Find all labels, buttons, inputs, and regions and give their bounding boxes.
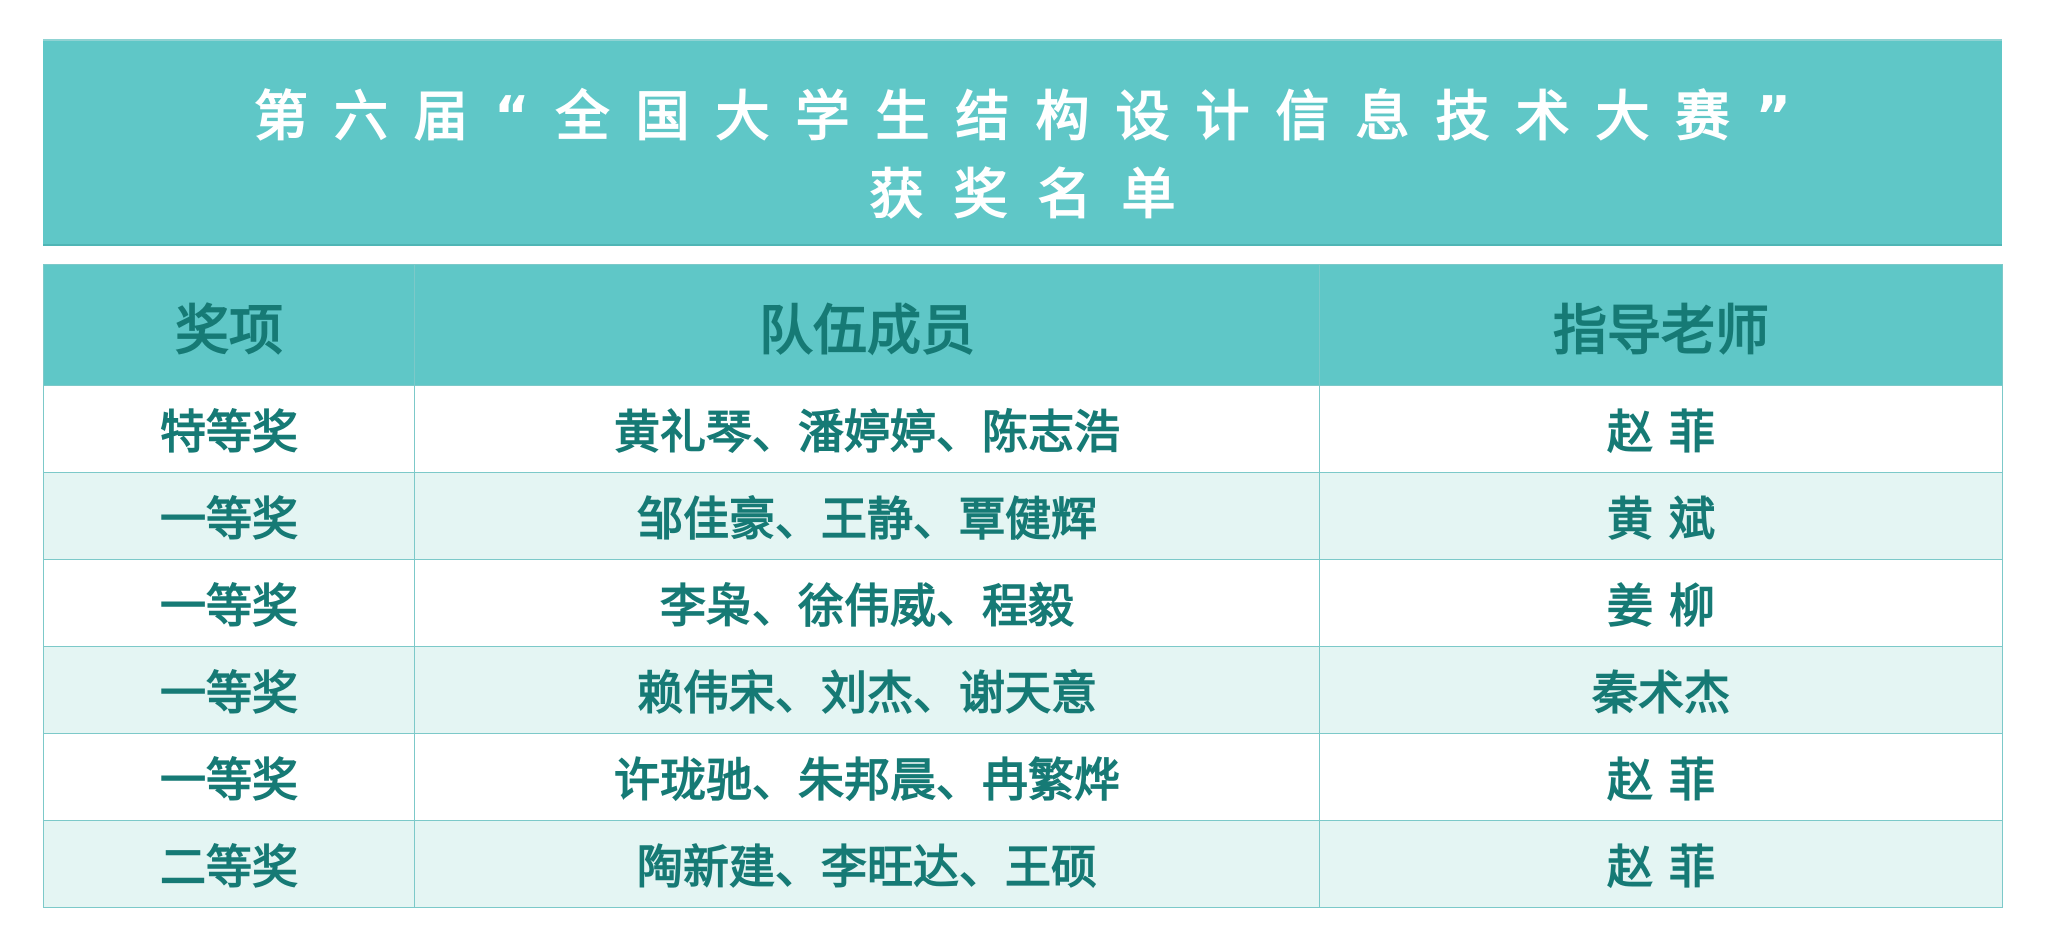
cell-award: 一等奖 [43, 733, 415, 821]
title-line-1: 第六届“全国大学生结构设计信息技术大赛” [254, 85, 1817, 148]
cell-advisor: 赵 菲 [1319, 820, 2003, 908]
cell-advisor: 姜 柳 [1319, 559, 2003, 647]
title-line-2: 获奖名单 [869, 163, 1206, 226]
cell-members: 李枭、徐伟威、程毅 [414, 559, 1320, 647]
cell-award: 一等奖 [43, 559, 415, 647]
cell-advisor: 秦术杰 [1319, 646, 2003, 734]
table-row: 一等奖 许珑驰、朱邦晨、冉繁烨赵 菲 [43, 733, 2003, 821]
table-row: 特等奖 黄礼琴、潘婷婷、陈志浩赵 菲 [43, 385, 2003, 473]
table-row: 一等奖 李枭、徐伟威、程毅姜 柳 [43, 559, 2003, 647]
table-row: 一等奖 邹佳豪、王静、覃健辉黄 斌 [43, 472, 2003, 560]
cell-award: 特等奖 [43, 385, 415, 473]
title-banner: 第六届“全国大学生结构设计信息技术大赛” 获奖名单 [43, 39, 2002, 246]
cell-award: 一等奖 [43, 472, 415, 560]
cell-members: 赖伟宋、刘杰、谢天意 [414, 646, 1320, 734]
table-row: 一等奖 赖伟宋、刘杰、谢天意 秦术杰 [43, 646, 2003, 734]
header-members: 队伍成员 [414, 264, 1320, 386]
cell-award: 一等奖 [43, 646, 415, 734]
header-advisor: 指导老师 [1319, 264, 2003, 386]
cell-members: 黄礼琴、潘婷婷、陈志浩 [414, 385, 1320, 473]
table-row: 二等奖 陶新建、李旺达、王硕赵 菲 [43, 820, 2003, 908]
cell-advisor: 赵 菲 [1319, 733, 2003, 821]
cell-members: 陶新建、李旺达、王硕 [414, 820, 1320, 908]
header-award: 奖项 [43, 264, 415, 386]
table-header-row: 奖项 队伍成员 指导老师 [43, 264, 2003, 386]
cell-members: 邹佳豪、王静、覃健辉 [414, 472, 1320, 560]
awards-table: 奖项 队伍成员 指导老师 特等奖 黄礼琴、潘婷婷、陈志浩赵 菲一等奖 邹佳豪、王静、… [43, 264, 2003, 908]
cell-award: 二等奖 [43, 820, 415, 908]
cell-members: 许珑驰、朱邦晨、冉繁烨 [414, 733, 1320, 821]
cell-advisor: 赵 菲 [1319, 385, 2003, 473]
cell-advisor: 黄 斌 [1319, 472, 2003, 560]
